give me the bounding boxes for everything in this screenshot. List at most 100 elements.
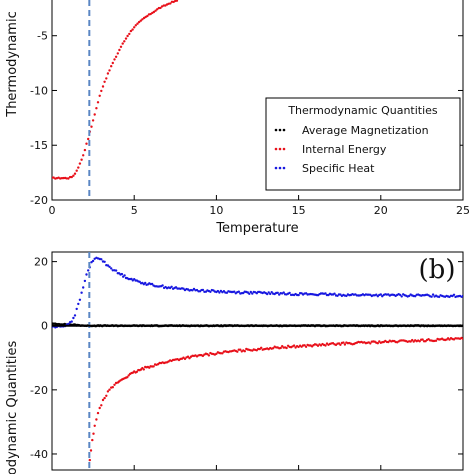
data-point <box>92 432 95 435</box>
data-point <box>170 0 174 3</box>
data-point <box>72 316 75 320</box>
data-point <box>304 345 308 348</box>
y-tick-label: -20 <box>30 384 48 397</box>
data-point <box>237 290 240 293</box>
data-point <box>369 342 372 345</box>
data-point <box>421 338 424 341</box>
data-point <box>100 89 103 93</box>
legend-entry-label: Specific Heat <box>302 162 375 175</box>
data-point <box>121 42 124 45</box>
data-point <box>101 398 105 402</box>
data-point <box>379 293 382 296</box>
data-point <box>414 295 417 298</box>
data-point <box>431 293 435 296</box>
data-point <box>225 291 229 294</box>
data-point <box>149 12 152 16</box>
data-point <box>437 295 441 299</box>
data-point <box>113 58 116 61</box>
plot-frame <box>51 251 464 471</box>
data-point <box>218 291 221 294</box>
data-point <box>93 113 96 116</box>
legend: Thermodynamic Quantities Average Magnetiz… <box>265 97 461 191</box>
legend-marker <box>282 166 286 170</box>
data-point <box>118 48 121 52</box>
data-point <box>272 347 275 350</box>
data-point <box>78 298 82 301</box>
data-point <box>188 357 191 360</box>
legend-marker <box>274 128 278 132</box>
data-point <box>127 374 130 377</box>
data-point <box>243 350 246 353</box>
data-point <box>316 344 320 347</box>
data-point <box>288 291 291 295</box>
data-point <box>448 338 451 341</box>
data-point <box>91 119 95 122</box>
y-tick-label: 0 <box>41 320 48 333</box>
y-tick-label: -10 <box>30 84 48 97</box>
legend-marker <box>282 147 286 151</box>
data-point <box>75 307 78 311</box>
data-point <box>279 346 282 350</box>
data-point <box>78 162 82 165</box>
data-point <box>343 343 347 346</box>
data-point <box>67 177 70 180</box>
data-point <box>110 267 113 270</box>
y-axis-title: odynamic Quantities <box>5 341 20 474</box>
data-point <box>91 259 95 263</box>
legend-marker <box>278 128 282 132</box>
data-point <box>126 34 129 38</box>
data-point <box>175 0 179 2</box>
data-point <box>154 9 157 12</box>
data-point <box>70 320 73 323</box>
data-point <box>266 292 269 296</box>
data-point <box>339 343 342 346</box>
data-point <box>103 396 106 400</box>
data-point <box>124 37 128 40</box>
data-point <box>270 291 273 294</box>
data-point <box>103 260 106 263</box>
data-point <box>215 352 218 355</box>
data-point <box>142 368 145 371</box>
series-specific-heat <box>52 256 463 329</box>
data-point <box>105 394 108 397</box>
data-point <box>336 294 339 297</box>
data-point <box>249 290 252 294</box>
data-point <box>111 386 115 389</box>
data-point <box>114 55 118 58</box>
data-point <box>131 28 134 31</box>
data-point <box>133 26 136 29</box>
data-point <box>138 280 141 283</box>
data-point <box>77 302 80 306</box>
y-tick-label: -15 <box>30 139 48 152</box>
panel-label: (b) <box>419 255 456 285</box>
data-point <box>324 292 327 295</box>
data-point <box>70 175 73 179</box>
legend-marker <box>278 166 282 170</box>
data-point <box>90 125 93 128</box>
legend-marker <box>278 147 282 151</box>
data-point <box>333 292 336 295</box>
data-point <box>248 292 251 295</box>
data-point <box>169 2 172 5</box>
data-point <box>111 61 115 65</box>
data-point <box>260 346 263 349</box>
data-point <box>182 287 185 290</box>
data-point <box>152 365 155 368</box>
data-point <box>110 65 113 68</box>
data-point <box>152 10 156 14</box>
data-point <box>434 339 438 342</box>
data-point <box>91 438 94 442</box>
data-point <box>342 341 345 344</box>
legend-marker <box>274 166 278 170</box>
data-point <box>376 342 379 345</box>
y-tick-label: -5 <box>37 30 48 43</box>
data-point <box>282 291 285 294</box>
data-point <box>73 172 77 175</box>
data-point <box>192 287 196 291</box>
data-point <box>126 376 129 379</box>
data-point <box>85 142 88 145</box>
x-tick-label: 20 <box>374 204 388 217</box>
data-point <box>137 20 141 24</box>
data-point <box>98 94 101 98</box>
